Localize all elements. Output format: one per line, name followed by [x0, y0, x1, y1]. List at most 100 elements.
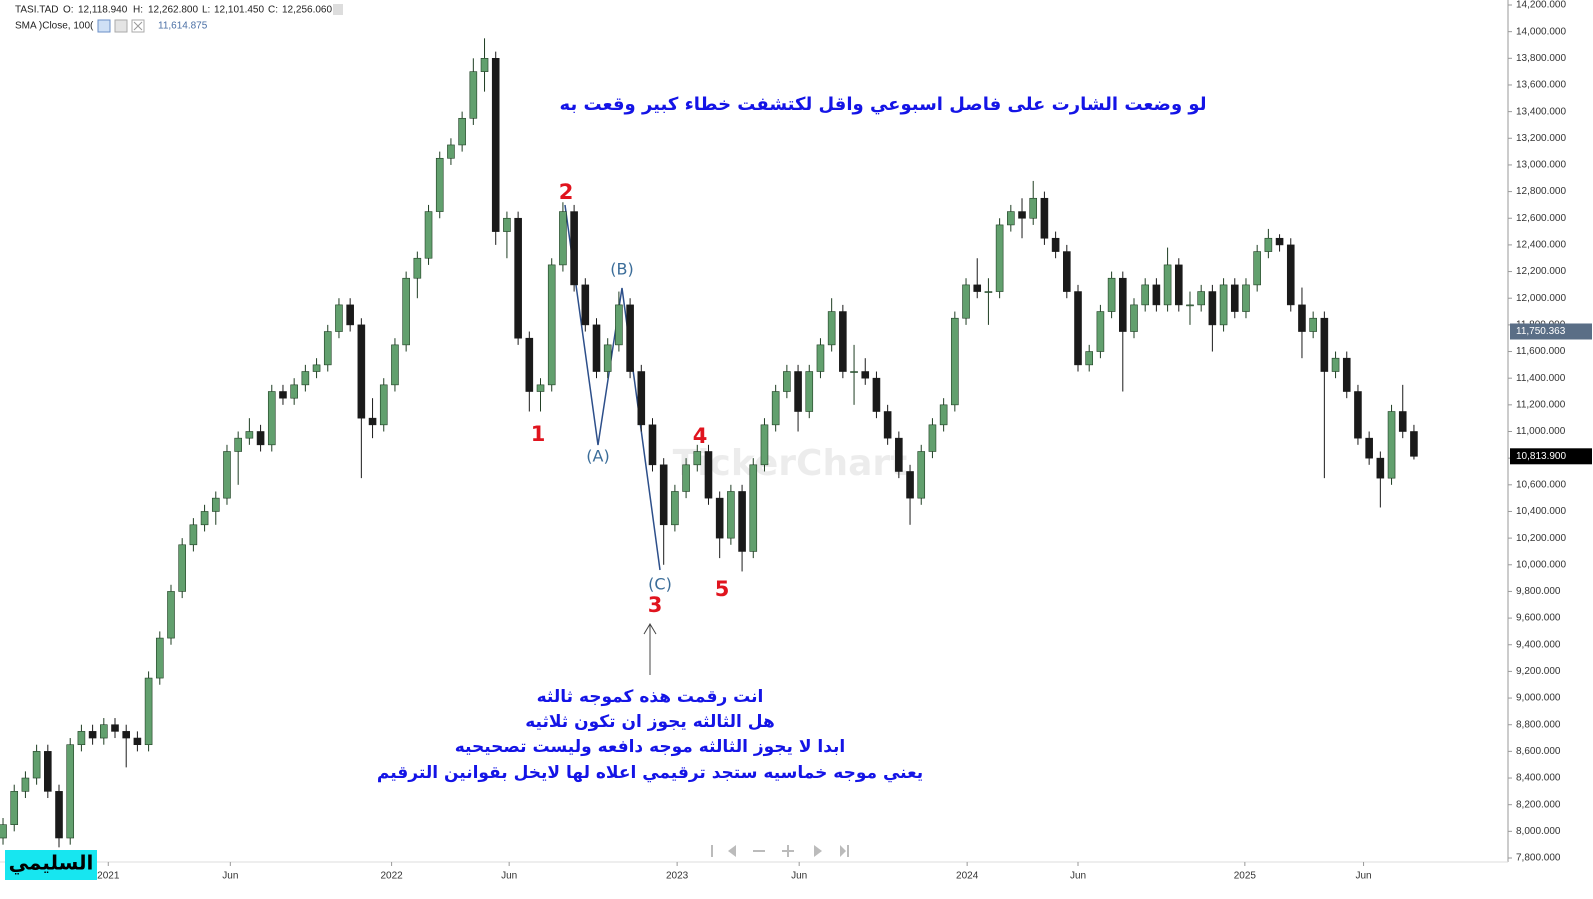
candle-body	[1309, 317, 1317, 332]
corrective-label: (C)	[648, 575, 672, 594]
candle-body	[1018, 211, 1026, 219]
nav-zoom-in[interactable]	[782, 845, 794, 857]
x-tick-label: 2021	[97, 871, 120, 882]
candle-body	[1186, 304, 1194, 307]
candle-body	[1342, 357, 1351, 392]
settings-icon[interactable]	[114, 19, 128, 33]
nav-end[interactable]	[840, 845, 849, 857]
candle-body	[1219, 284, 1228, 326]
candle-body	[637, 371, 646, 426]
wave-label: 1	[531, 422, 546, 446]
nav-zoom-out[interactable]	[753, 850, 765, 852]
candle-body	[861, 371, 870, 379]
candle-body	[626, 304, 634, 372]
y-tick-label: 11,400.000	[1516, 373, 1566, 384]
candle-body	[1298, 304, 1306, 332]
candle-body	[1040, 197, 1049, 239]
candle-body	[648, 424, 657, 466]
candle-body	[223, 451, 231, 499]
candle-body	[1320, 317, 1329, 372]
candle-body	[122, 731, 130, 739]
y-tick-label: 13,000.000	[1516, 160, 1566, 171]
x-tick-label: Jun	[1355, 871, 1371, 882]
candle-body	[906, 471, 914, 499]
candle-body	[1253, 251, 1261, 286]
candle-body	[1275, 237, 1284, 246]
candle-body	[559, 211, 567, 266]
price-marker-label: 10,813.900	[1516, 451, 1566, 462]
candle-body	[536, 384, 545, 392]
candle-body	[0, 824, 7, 839]
close-glyph	[133, 21, 143, 31]
candle-body	[88, 731, 97, 739]
x-tick-label: Jun	[222, 871, 238, 882]
corrective-label: (A)	[586, 447, 609, 466]
candle-body	[883, 411, 892, 439]
price-marker	[1510, 448, 1592, 465]
candle-body	[850, 371, 858, 373]
candle-body	[1074, 291, 1082, 366]
y-tick-label: 8,600.000	[1516, 746, 1561, 757]
candle-body	[783, 371, 791, 392]
y-tick-label: 9,600.000	[1516, 613, 1561, 624]
symbol: TASI.TAD	[15, 5, 59, 16]
candle-body	[346, 304, 354, 326]
sma-value: 11,614.875	[158, 21, 208, 32]
nav-controls	[711, 845, 849, 857]
candle-body	[1398, 411, 1407, 432]
wave-label: 3	[648, 593, 663, 617]
signature-box	[5, 850, 97, 880]
candle-body	[480, 58, 489, 72]
corrective-label: (B)	[610, 260, 633, 279]
c-value: 12,256.060	[282, 5, 332, 16]
visibility-icon[interactable]	[97, 19, 111, 33]
candle-body	[379, 384, 388, 426]
candle-body	[581, 284, 590, 326]
candle-body	[727, 491, 735, 539]
x-tick-label: Jun	[791, 871, 807, 882]
y-tick-label: 9,000.000	[1516, 693, 1561, 704]
y-tick-label: 7,800.000	[1516, 853, 1561, 864]
x-tick-label: Jun	[1070, 871, 1086, 882]
candle-body	[1007, 211, 1015, 226]
candle-body	[111, 724, 119, 732]
candle-body	[503, 217, 511, 232]
candle-body	[771, 391, 780, 426]
price-marker-label: 11,750.363	[1516, 326, 1566, 337]
y-tick-label: 10,400.000	[1516, 506, 1566, 517]
menu-icon[interactable]	[333, 4, 343, 15]
candle-body	[10, 791, 19, 825]
candle-body	[491, 58, 500, 232]
signature: السليمي	[9, 851, 94, 876]
candle-body	[603, 344, 612, 372]
nav-prev[interactable]	[728, 845, 736, 857]
x-tick-label: 2025	[1234, 871, 1257, 882]
y-tick-label: 12,600.000	[1516, 213, 1566, 224]
candle-body	[200, 511, 209, 526]
candle-body	[1141, 284, 1149, 306]
y-tick-label: 13,600.000	[1516, 80, 1566, 91]
candle-body	[155, 637, 164, 679]
candle-body	[704, 451, 713, 499]
nav-next[interactable]	[814, 845, 822, 857]
annotation: ابدا لا يجوز الثالثه موجه دافعه وليست تص…	[455, 737, 846, 757]
y-tick-label: 9,400.000	[1516, 639, 1561, 650]
candle-body	[133, 737, 142, 746]
candle-body	[973, 284, 982, 292]
candle-body	[77, 731, 86, 746]
candle-body	[962, 284, 970, 319]
candle-body	[1331, 357, 1340, 372]
candle-body	[1197, 291, 1205, 306]
candle-body	[682, 464, 690, 492]
nav-start[interactable]	[711, 845, 713, 857]
y-tick-label: 10,000.000	[1516, 559, 1566, 570]
candle-body	[21, 777, 30, 792]
candle-body	[659, 464, 668, 526]
annotation: هل الثالثه يجوز ان تكون ثلاثيه	[525, 712, 775, 732]
candle-body	[1410, 431, 1418, 457]
o-label: O:	[63, 5, 74, 16]
l-value: 12,101.450	[214, 5, 264, 16]
candle-body	[178, 544, 186, 592]
c-label: C:	[268, 5, 278, 16]
